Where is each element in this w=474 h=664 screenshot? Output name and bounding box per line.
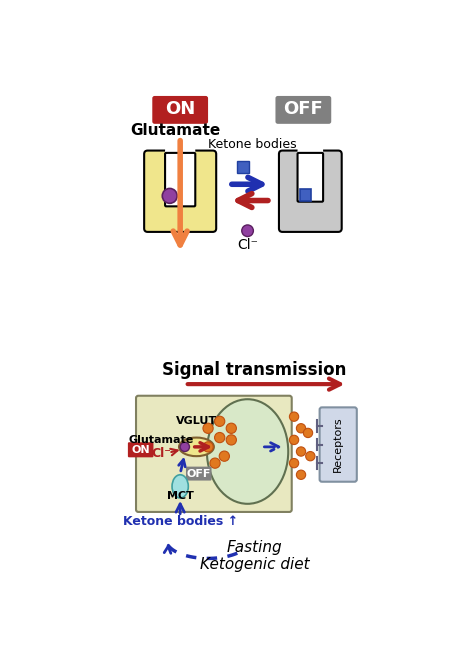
Text: VGLUT: VGLUT [176, 416, 217, 426]
Bar [237, 161, 249, 173]
Circle shape [242, 225, 254, 236]
Circle shape [296, 470, 306, 479]
FancyBboxPatch shape [128, 442, 154, 457]
Text: MCT: MCT [167, 491, 193, 501]
Circle shape [219, 451, 229, 461]
Circle shape [290, 412, 299, 421]
FancyBboxPatch shape [298, 148, 323, 202]
Text: Glutamate: Glutamate [130, 124, 221, 138]
FancyBboxPatch shape [279, 151, 342, 232]
Text: Fasting
Ketogenic diet: Fasting Ketogenic diet [200, 540, 310, 572]
Text: Cl⁻: Cl⁻ [237, 238, 258, 252]
Circle shape [210, 458, 220, 468]
Circle shape [303, 428, 313, 438]
Circle shape [296, 424, 306, 433]
Ellipse shape [207, 399, 288, 504]
FancyBboxPatch shape [165, 148, 195, 207]
Text: Signal transmission: Signal transmission [163, 361, 347, 379]
FancyBboxPatch shape [165, 153, 195, 207]
Ellipse shape [179, 438, 214, 456]
Circle shape [215, 416, 225, 426]
Text: ON: ON [165, 100, 195, 118]
Circle shape [226, 423, 237, 434]
Text: OFF: OFF [283, 100, 323, 118]
Text: OFF: OFF [187, 469, 211, 479]
FancyBboxPatch shape [319, 407, 357, 482]
Text: Ketone bodies: Ketone bodies [208, 138, 297, 151]
FancyBboxPatch shape [144, 151, 216, 232]
Circle shape [296, 447, 306, 456]
FancyBboxPatch shape [152, 96, 208, 124]
Text: Ketone bodies ↑: Ketone bodies ↑ [123, 515, 238, 528]
Text: ON: ON [131, 445, 150, 455]
Circle shape [306, 452, 315, 461]
Ellipse shape [172, 475, 188, 498]
FancyBboxPatch shape [298, 153, 323, 202]
Text: Receptors: Receptors [333, 417, 343, 472]
Text: Glutamate: Glutamate [129, 435, 194, 445]
Circle shape [290, 458, 299, 467]
FancyBboxPatch shape [186, 467, 211, 481]
Text: Cl⁻: Cl⁻ [152, 448, 172, 460]
FancyBboxPatch shape [136, 396, 292, 512]
Circle shape [215, 432, 225, 443]
Circle shape [290, 436, 299, 445]
Bar [300, 189, 311, 201]
Circle shape [203, 423, 213, 434]
Circle shape [180, 442, 190, 452]
FancyBboxPatch shape [275, 96, 331, 124]
Circle shape [203, 442, 213, 452]
Circle shape [226, 435, 237, 445]
Circle shape [162, 189, 177, 203]
